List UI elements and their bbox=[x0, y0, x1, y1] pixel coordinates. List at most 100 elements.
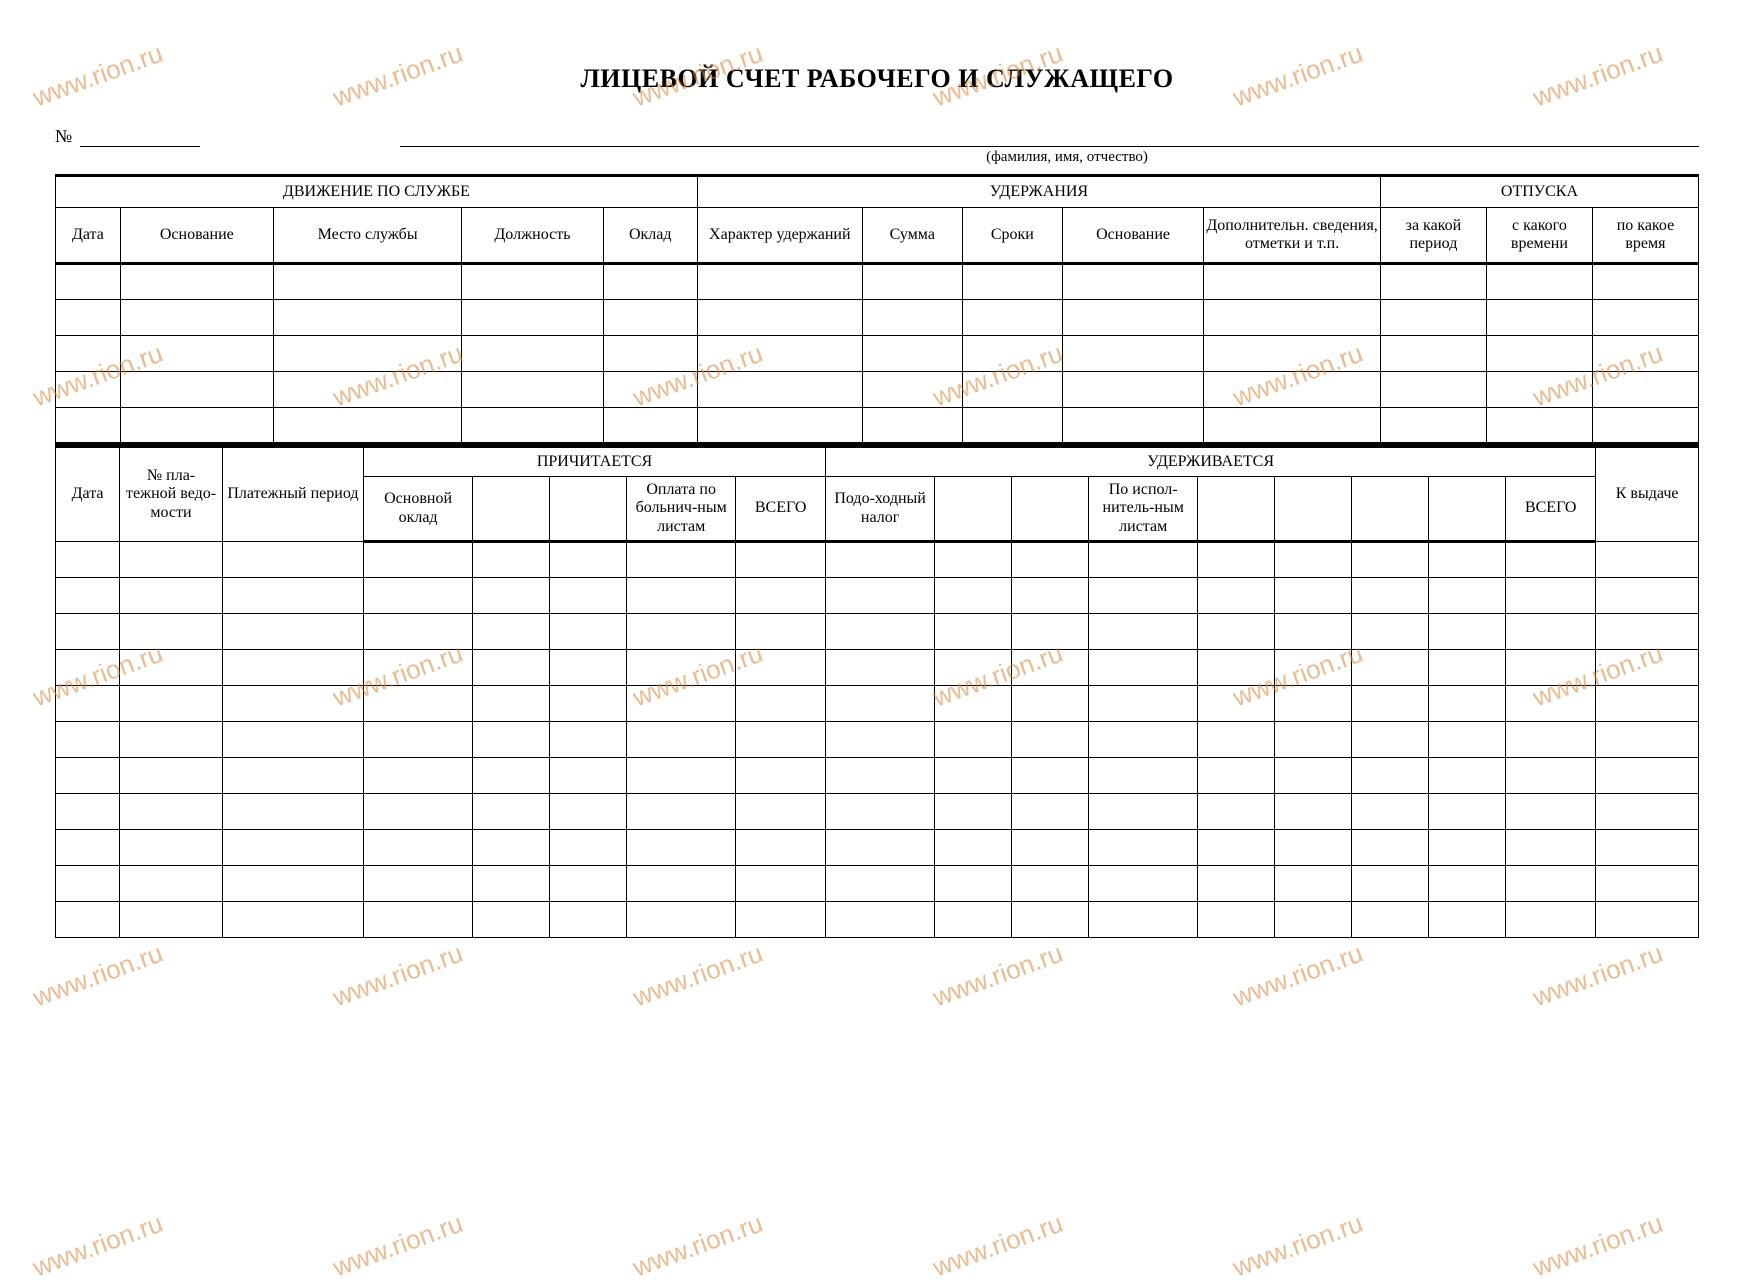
table-row bbox=[56, 866, 1699, 902]
table-cell bbox=[935, 830, 1012, 866]
col2-total-due: ВСЕГО bbox=[736, 477, 826, 542]
table-cell bbox=[120, 542, 223, 578]
table-cell bbox=[962, 264, 1062, 300]
table-cell bbox=[935, 758, 1012, 794]
table-cell bbox=[1352, 686, 1429, 722]
table-cell bbox=[273, 264, 461, 300]
table-cell bbox=[550, 830, 627, 866]
table-cell bbox=[1506, 758, 1596, 794]
table-cell bbox=[1012, 686, 1089, 722]
table-cell bbox=[1204, 372, 1381, 408]
table-cell bbox=[364, 578, 473, 614]
table-cell bbox=[935, 650, 1012, 686]
watermark: www.rion.ru bbox=[329, 938, 467, 1014]
table-cell bbox=[473, 722, 550, 758]
table-cell bbox=[1352, 902, 1429, 938]
col2-blank bbox=[1012, 477, 1089, 542]
table-cell bbox=[1198, 866, 1275, 902]
table-cell bbox=[1062, 300, 1203, 336]
col2-to-pay: К выдаче bbox=[1596, 447, 1699, 542]
table-cell bbox=[1012, 866, 1089, 902]
table-cell bbox=[1275, 686, 1352, 722]
table-cell bbox=[1012, 758, 1089, 794]
table-cell bbox=[1204, 408, 1381, 444]
watermark: www.rion.ru bbox=[329, 1208, 467, 1283]
table-cell bbox=[1012, 830, 1089, 866]
table-cell bbox=[826, 866, 935, 902]
table-cell bbox=[120, 300, 273, 336]
table-cell bbox=[1089, 830, 1198, 866]
table-cell bbox=[1198, 794, 1275, 830]
table-cell bbox=[1352, 614, 1429, 650]
table-cell bbox=[56, 830, 120, 866]
table-cell bbox=[1062, 264, 1203, 300]
table-cell bbox=[222, 902, 363, 938]
table-cell bbox=[56, 264, 121, 300]
service-withholdings-table: ДВИЖЕНИЕ ПО СЛУЖБЕ УДЕРЖАНИЯ ОТПУСКА Дат… bbox=[55, 174, 1699, 445]
group-withheld: УДЕРЖИВАЕТСЯ bbox=[826, 447, 1596, 477]
table-cell bbox=[1198, 650, 1275, 686]
col-vac-period: за какой период bbox=[1380, 208, 1486, 264]
table-cell bbox=[550, 650, 627, 686]
table-cell bbox=[56, 578, 120, 614]
table-cell bbox=[1352, 722, 1429, 758]
table-cell bbox=[222, 542, 363, 578]
table-cell bbox=[627, 722, 736, 758]
header-line: № bbox=[55, 126, 1699, 147]
table-cell bbox=[826, 542, 935, 578]
table-cell bbox=[473, 902, 550, 938]
watermark: www.rion.ru bbox=[1529, 1208, 1667, 1283]
table-cell bbox=[1486, 336, 1592, 372]
table-cell bbox=[862, 300, 962, 336]
table-cell bbox=[1089, 794, 1198, 830]
col-wh-nature: Характер удержаний bbox=[697, 208, 862, 264]
table-row bbox=[56, 794, 1699, 830]
col2-total-wh: ВСЕГО bbox=[1506, 477, 1596, 542]
table-cell bbox=[550, 794, 627, 830]
col2-blank bbox=[1352, 477, 1429, 542]
table-cell bbox=[1596, 542, 1699, 578]
table-cell bbox=[1198, 542, 1275, 578]
table-cell bbox=[56, 650, 120, 686]
table-cell bbox=[1380, 372, 1486, 408]
table-cell bbox=[697, 336, 862, 372]
table-cell bbox=[1592, 372, 1698, 408]
table-cell bbox=[473, 542, 550, 578]
table-cell bbox=[1506, 902, 1596, 938]
table-cell bbox=[1204, 336, 1381, 372]
table-cell bbox=[1352, 794, 1429, 830]
table-cell bbox=[1275, 722, 1352, 758]
table-cell bbox=[627, 686, 736, 722]
table-cell bbox=[364, 650, 473, 686]
col2-date: Дата bbox=[56, 447, 120, 542]
number-label: № bbox=[55, 126, 72, 147]
table-cell bbox=[627, 902, 736, 938]
table-cell bbox=[120, 866, 223, 902]
table-row bbox=[56, 614, 1699, 650]
table-cell bbox=[627, 794, 736, 830]
table-cell bbox=[222, 614, 363, 650]
table-cell bbox=[1089, 650, 1198, 686]
table-cell bbox=[1380, 336, 1486, 372]
table-cell bbox=[273, 300, 461, 336]
table-cell bbox=[1429, 794, 1506, 830]
group-withholdings: УДЕРЖАНИЯ bbox=[697, 176, 1380, 208]
table-cell bbox=[550, 722, 627, 758]
col-salary: Оклад bbox=[603, 208, 697, 264]
group-service: ДВИЖЕНИЕ ПО СЛУЖБЕ bbox=[56, 176, 698, 208]
table-cell bbox=[222, 794, 363, 830]
table-cell bbox=[627, 866, 736, 902]
document-page: ЛИЦЕВОЙ СЧЕТ РАБОЧЕГО И СЛУЖАЩЕГО № (фам… bbox=[55, 40, 1699, 938]
table-cell bbox=[1275, 578, 1352, 614]
col2-income-tax: Подо-ходный налог bbox=[826, 477, 935, 542]
col2-blank bbox=[935, 477, 1012, 542]
watermark: www.rion.ru bbox=[1229, 1208, 1367, 1283]
table-cell bbox=[935, 542, 1012, 578]
table-cell bbox=[697, 372, 862, 408]
table-cell bbox=[462, 300, 603, 336]
table-cell bbox=[1062, 372, 1203, 408]
table-cell bbox=[462, 408, 603, 444]
table-row bbox=[56, 686, 1699, 722]
table-cell bbox=[1429, 866, 1506, 902]
table-cell bbox=[1429, 542, 1506, 578]
